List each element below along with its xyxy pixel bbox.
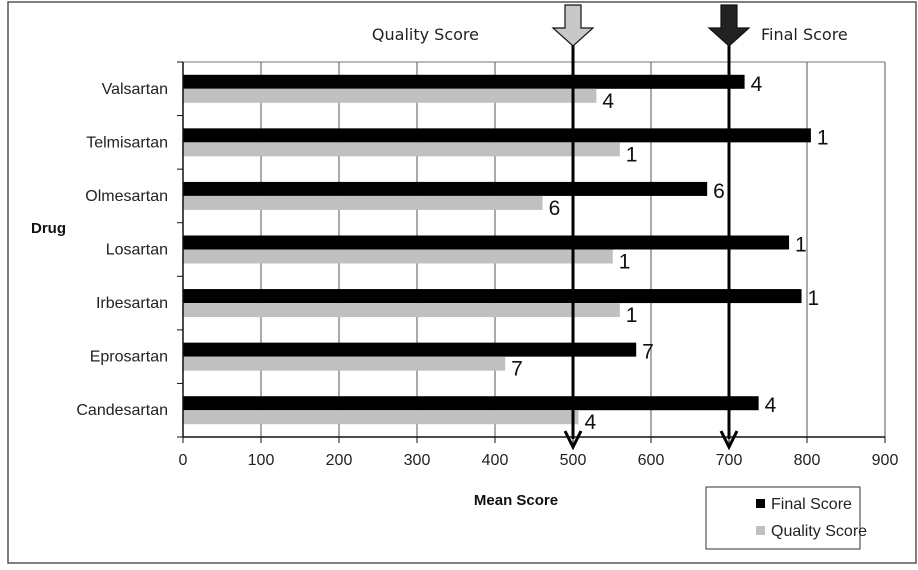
category-label-valsartan: Valsartan (102, 81, 168, 98)
rank-label-final-score-eprosartan: 7 (642, 341, 654, 364)
x-tick-label: 0 (179, 452, 188, 469)
category-label-telmisartan: Telmisartan (86, 134, 168, 151)
legend-swatch-quality-score (756, 526, 765, 535)
rank-label-final-score-candesartan: 4 (765, 394, 777, 417)
bar-final-score-candesartan (183, 396, 759, 411)
marker-arrowhead-final-score (719, 430, 739, 451)
rank-label-quality-score-valsartan: 4 (602, 90, 614, 113)
bar-quality-score-telmisartan (183, 142, 620, 157)
legend-box (705, 486, 861, 550)
bar-final-score-olmesartan (183, 181, 708, 196)
rank-label-quality-score-telmisartan: 1 (626, 143, 638, 166)
category-label-irbesartan: Irbesartan (96, 295, 168, 312)
x-tick-label: 700 (716, 452, 743, 469)
y-axis-title: Drug (31, 220, 66, 237)
bar-final-score-losartan (183, 235, 790, 250)
block-arrow-quality-score (551, 4, 595, 47)
rank-label-quality-score-olmesartan: 6 (549, 197, 561, 220)
x-tick-label: 300 (404, 452, 431, 469)
legend-label-quality-score: Quality Score (771, 523, 867, 540)
bar-final-score-telmisartan (183, 128, 811, 143)
x-tick-label: 200 (326, 452, 353, 469)
category-label-candesartan: Candesartan (76, 402, 168, 419)
x-tick-label: 900 (872, 452, 899, 469)
marker-arrowhead-quality-score (563, 430, 583, 451)
x-tick-label: 800 (794, 452, 821, 469)
x-tick-label: 600 (638, 452, 665, 469)
rank-label-final-score-telmisartan: 1 (817, 126, 829, 149)
bar-quality-score-olmesartan (183, 195, 543, 210)
category-label-eprosartan: Eprosartan (90, 349, 168, 366)
rank-label-final-score-valsartan: 4 (751, 73, 763, 96)
rank-label-final-score-olmesartan: 6 (713, 180, 725, 203)
block-arrow-final-score (707, 4, 751, 47)
bar-quality-score-candesartan (183, 410, 579, 425)
x-tick-label: 100 (248, 452, 275, 469)
axis-layer: 0 100 200 300 400 500 600 700 800 900 Valsartan Tel… (76, 61, 899, 469)
legend: Final Score Quality Score (705, 486, 867, 550)
legend-label-final-score: Final Score (771, 496, 852, 513)
x-tick-label: 500 (560, 452, 587, 469)
bar-quality-score-eprosartan (183, 356, 506, 371)
rank-label-final-score-irbesartan: 1 (808, 287, 820, 310)
bar-quality-score-irbesartan (183, 303, 620, 318)
marker-layer: Quality Score Final Score (372, 4, 848, 451)
rank-label-quality-score-irbesartan: 1 (626, 304, 638, 327)
marker-label-quality-score: Quality Score (372, 25, 479, 44)
rank-label-quality-score-losartan: 1 (619, 251, 631, 274)
bar-final-score-valsartan (183, 74, 745, 89)
rank-label-quality-score-eprosartan: 7 (511, 358, 523, 381)
bar-quality-score-losartan (183, 249, 613, 264)
category-label-olmesartan: Olmesartan (85, 188, 168, 205)
x-axis-title: Mean Score (474, 492, 558, 509)
x-tick-label: 400 (482, 452, 509, 469)
legend-swatch-final-score (756, 499, 765, 508)
marker-label-final-score: Final Score (761, 25, 848, 44)
bar-final-score-irbesartan (183, 289, 802, 304)
bar-quality-score-valsartan (183, 88, 597, 103)
category-label-losartan: Losartan (106, 242, 168, 259)
rank-label-quality-score-candesartan: 4 (584, 411, 596, 434)
rank-label-final-score-losartan: 1 (795, 234, 807, 257)
bar-final-score-eprosartan (183, 342, 637, 357)
